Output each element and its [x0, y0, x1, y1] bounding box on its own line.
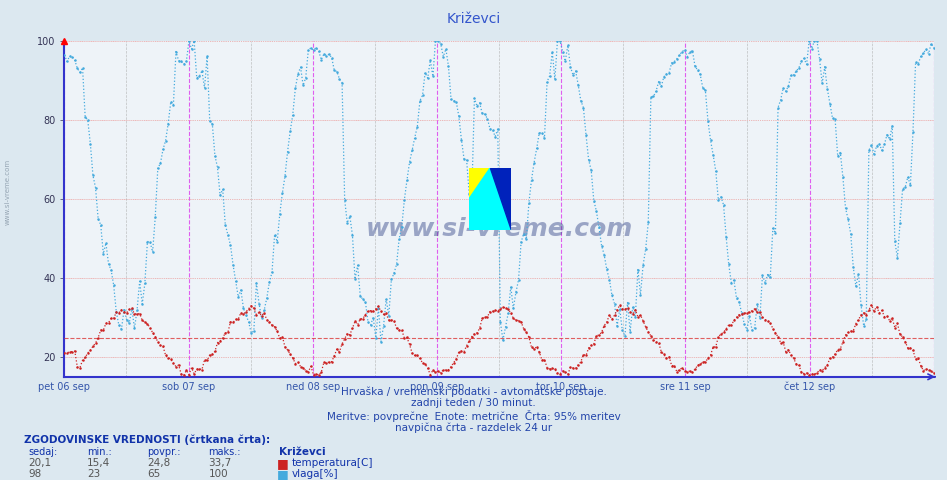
Polygon shape: [491, 168, 511, 230]
Polygon shape: [469, 168, 491, 199]
Text: Meritve: povprečne  Enote: metrične  Črta: 95% meritev: Meritve: povprečne Enote: metrične Črta:…: [327, 410, 620, 422]
Text: temperatura[C]: temperatura[C]: [292, 458, 373, 468]
Text: ■: ■: [277, 468, 288, 480]
Text: sedaj:: sedaj:: [28, 447, 58, 457]
Text: Križevci: Križevci: [446, 12, 501, 26]
Text: 98: 98: [28, 469, 42, 480]
Text: www.si-vreme.com: www.si-vreme.com: [5, 159, 10, 225]
Text: www.si-vreme.com: www.si-vreme.com: [366, 217, 633, 241]
Text: 33,7: 33,7: [208, 458, 232, 468]
Text: 100: 100: [208, 469, 228, 480]
Text: 15,4: 15,4: [87, 458, 111, 468]
Text: ZGODOVINSKE VREDNOSTI (črtkana črta):: ZGODOVINSKE VREDNOSTI (črtkana črta):: [24, 434, 270, 445]
Text: povpr.:: povpr.:: [147, 447, 180, 457]
Polygon shape: [469, 168, 511, 230]
Text: Križevci: Križevci: [279, 447, 326, 457]
Text: maks.:: maks.:: [208, 447, 241, 457]
Text: 20,1: 20,1: [28, 458, 51, 468]
Text: ■: ■: [277, 457, 288, 470]
Text: 23: 23: [87, 469, 100, 480]
Text: navpična črta - razdelek 24 ur: navpična črta - razdelek 24 ur: [395, 422, 552, 433]
Text: 65: 65: [147, 469, 160, 480]
Text: zadnji teden / 30 minut.: zadnji teden / 30 minut.: [411, 398, 536, 408]
Text: 24,8: 24,8: [147, 458, 170, 468]
Text: min.:: min.:: [87, 447, 112, 457]
Text: Hrvaška / vremenski podatki - avtomatske postaje.: Hrvaška / vremenski podatki - avtomatske…: [341, 386, 606, 397]
Text: vlaga[%]: vlaga[%]: [292, 469, 338, 480]
